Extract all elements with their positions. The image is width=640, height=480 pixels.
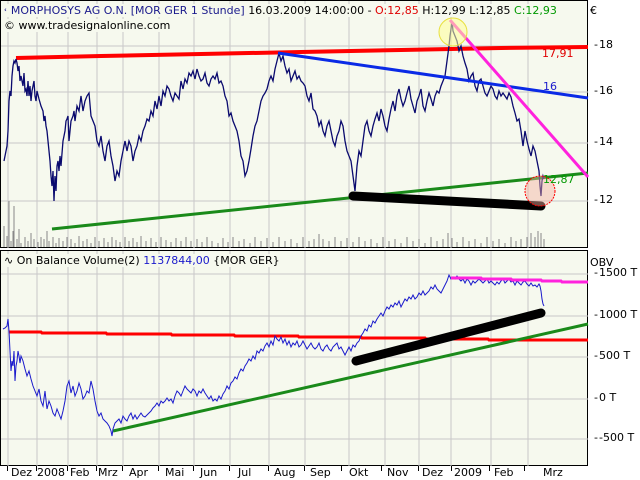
x-tick [158,466,159,471]
obv-tick-minus500: -500 T [594,432,634,444]
x-label: 2008 [37,466,65,479]
obv-line [2,273,545,437]
price-tick-18: 18 [594,39,613,51]
x-label: Dez [11,466,33,479]
price-tick-12: 12 [594,194,613,206]
open-value: O:12,85 [375,4,419,17]
obv-header: ∿ On Balance Volume(2) 1137844,00 {MOR G… [4,254,283,267]
x-tick [524,466,525,471]
x-tick [451,466,452,471]
obv-drawn-line-black [351,308,546,366]
low-value: L:12,85 [469,4,511,17]
indicator-value: 1137844,00 [143,254,210,267]
close-value: C:12,93 [514,4,557,17]
green-line-label: 12,87 [543,173,575,186]
x-label: Okt [349,466,369,479]
price-tick-16: 16 [594,85,613,97]
x-tick [7,466,8,471]
x-tick [229,466,230,471]
trend-line-magenta [448,19,589,178]
resistance-line-red [15,45,589,60]
obv-tick-0: 0 T [594,392,616,404]
x-label: Mai [165,466,185,479]
x-tick [418,466,419,471]
currency-unit: € [590,4,597,17]
indicator-wave-icon: ∿ [4,254,14,267]
x-label: 2009 [454,466,482,479]
x-label: Jul [238,466,252,479]
price-chart-header: ˓ MORPHOSYS AG O.N. [MOR GER 1 Stunde] 1… [4,4,560,17]
obv-tick-500: 500 T [594,350,630,362]
indicator-title: On Balance Volume(2) [16,254,140,267]
high-highlight-circle [438,17,468,47]
x-tick [268,466,269,471]
x-label: Sep [310,466,331,479]
x-label: Nov [387,466,409,479]
price-chart-panel[interactable]: ˓ MORPHOSYS AG O.N. [MOR GER 1 Stunde] 1… [0,0,589,249]
x-tick [193,466,194,471]
x-label: Dez [422,466,444,479]
x-tick [381,466,382,471]
obv-tick-1500: 1500 T [594,267,637,279]
high-value: H:12,99 [422,4,466,17]
support-line-green [51,171,589,231]
x-label: Aug [274,466,296,479]
current-highlight-circle [524,175,556,207]
bar-datetime: 16.03.2009 14:00:00 - [248,4,372,17]
x-tick [96,466,97,471]
x-tick [341,466,342,471]
volume-bars [3,201,545,247]
red-line-label: 17,91 [542,47,574,60]
x-tick [36,466,37,471]
x-label: Mrz [543,466,563,479]
obv-grid [1,251,588,466]
copyright-text: © www.tradesignalonline.com [4,19,174,32]
candlestick-icon: ˓ [4,4,8,17]
price-plot[interactable] [1,1,589,249]
blue-line-label: 16 [543,80,557,93]
obv-tick-1000: 1000 T [594,309,637,321]
price-tick-14: 14 [594,136,613,148]
x-label: Mrz [98,466,118,479]
x-tick [67,466,68,471]
obv-red-level-line [9,330,588,342]
x-tick [304,466,305,471]
drawn-line-black [348,191,546,211]
instrument-title: MORPHOSYS AG O.N. [MOR GER 1 Stunde] [10,4,245,17]
x-label: Apr [129,466,149,479]
obv-chart-panel[interactable]: ∿ On Balance Volume(2) 1137844,00 {MOR G… [0,250,589,467]
x-tick [122,466,123,471]
obv-magenta-line [451,276,588,284]
obv-plot[interactable] [1,251,589,467]
x-label: Feb [494,466,514,479]
x-label: Feb [70,466,90,479]
obv-support-line-green [112,322,589,433]
x-tick [489,466,490,471]
indicator-symbol: {MOR GER} [213,254,280,267]
x-label: Jun [200,466,218,479]
trend-line-blue [277,51,589,100]
price-grid [1,1,588,248]
